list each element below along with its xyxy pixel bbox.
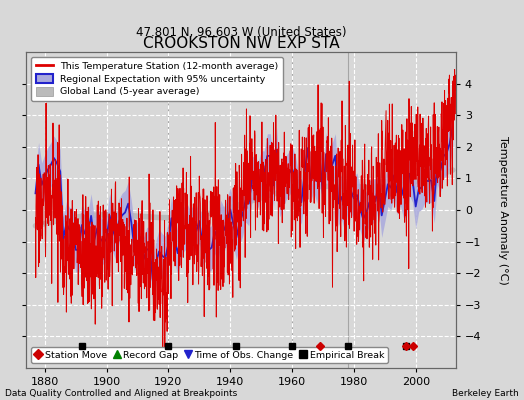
Legend: Station Move, Record Gap, Time of Obs. Change, Empirical Break: Station Move, Record Gap, Time of Obs. C… bbox=[31, 347, 388, 363]
Text: 47.801 N, 96.603 W (United States): 47.801 N, 96.603 W (United States) bbox=[136, 26, 346, 39]
Text: Data Quality Controlled and Aligned at Breakpoints: Data Quality Controlled and Aligned at B… bbox=[5, 389, 237, 398]
Text: Berkeley Earth: Berkeley Earth bbox=[452, 389, 519, 398]
Title: CROOKSTON NW EXP STA: CROOKSTON NW EXP STA bbox=[143, 36, 340, 51]
Y-axis label: Temperature Anomaly (°C): Temperature Anomaly (°C) bbox=[498, 136, 508, 284]
